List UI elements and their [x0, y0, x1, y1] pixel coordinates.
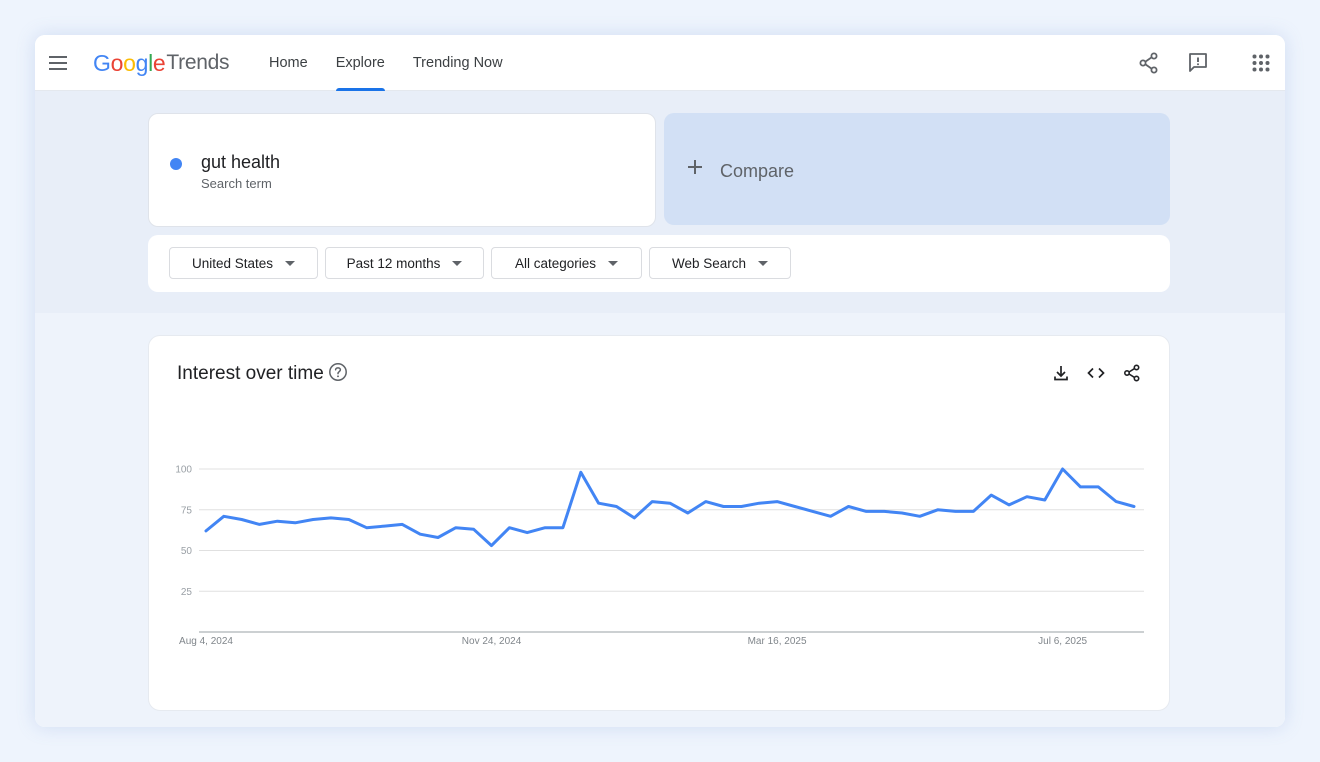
y-tick-label: 75: [181, 505, 193, 516]
dropdown-arrow-icon: [452, 260, 463, 266]
dropdown-arrow-icon: [758, 260, 769, 266]
interest-line-chart[interactable]: 25 50 75 100 Aug 4, 2024 Nov 24, 2024 Mar 16, …: [149, 336, 1171, 712]
share-icon[interactable]: [1137, 51, 1161, 75]
compare-button[interactable]: Compare: [664, 113, 1170, 225]
search-term-type: Search term: [201, 176, 272, 191]
filter-search-type-label: Web Search: [671, 255, 747, 271]
filter-time-dropdown[interactable]: Past 12 months: [325, 247, 484, 279]
embed-icon[interactable]: [1086, 363, 1106, 383]
google-trends-logo[interactable]: Google Trends: [93, 49, 229, 77]
x-tick-label: Mar 16, 2025: [748, 636, 807, 647]
filter-search-type-dropdown[interactable]: Web Search: [649, 247, 791, 279]
filter-category-label: All categories: [514, 255, 597, 271]
filter-time-label: Past 12 months: [346, 255, 441, 271]
term-color-dot: [170, 158, 182, 170]
dropdown-arrow-icon: [285, 260, 296, 266]
download-icon[interactable]: [1051, 363, 1071, 383]
logo-product-name: Trends: [166, 51, 230, 74]
dropdown-arrow-icon: [608, 260, 619, 266]
x-tick-label: Jul 6, 2025: [1038, 636, 1087, 647]
help-icon[interactable]: [328, 362, 348, 382]
main-nav: Home Explore Trending Now: [255, 35, 517, 91]
x-tick-label: Aug 4, 2024: [179, 636, 233, 647]
filter-region-dropdown[interactable]: United States: [169, 247, 318, 279]
nav-tab-home[interactable]: Home: [269, 55, 308, 71]
top-bar: Google Trends Home Explore Trending Now: [35, 35, 1285, 91]
chart-title: Interest over time: [177, 363, 324, 384]
app-window: Google Trends Home Explore Trending Now: [35, 35, 1285, 727]
filter-region-label: United States: [191, 255, 274, 271]
explore-header: gut health Search term Compare United St…: [35, 91, 1285, 313]
series-line: [204, 467, 1136, 548]
search-term-card[interactable]: gut health Search term: [148, 113, 656, 227]
apps-icon[interactable]: [1249, 51, 1273, 75]
filter-category-dropdown[interactable]: All categories: [491, 247, 642, 279]
logo-google-wordmark: Google: [93, 49, 166, 76]
filter-bar: United States Past 12 months All categor…: [148, 235, 1170, 292]
interest-over-time-card: Interest over time 25: [148, 335, 1170, 711]
menu-icon[interactable]: [48, 53, 68, 73]
compare-label: Compare: [720, 161, 795, 181]
y-tick-label: 100: [175, 465, 192, 476]
content-area: Interest over time 25: [35, 313, 1285, 727]
search-term-text[interactable]: gut health: [201, 152, 281, 172]
share-icon[interactable]: [1122, 363, 1142, 383]
y-tick-label: 50: [181, 546, 193, 557]
nav-tab-trending-now[interactable]: Trending Now: [412, 55, 503, 71]
nav-tab-explore[interactable]: Explore: [322, 35, 399, 91]
feedback-icon[interactable]: [1186, 51, 1210, 75]
x-tick-label: Nov 24, 2024: [462, 636, 522, 647]
y-tick-label: 25: [181, 587, 193, 598]
plus-icon: [688, 160, 702, 174]
